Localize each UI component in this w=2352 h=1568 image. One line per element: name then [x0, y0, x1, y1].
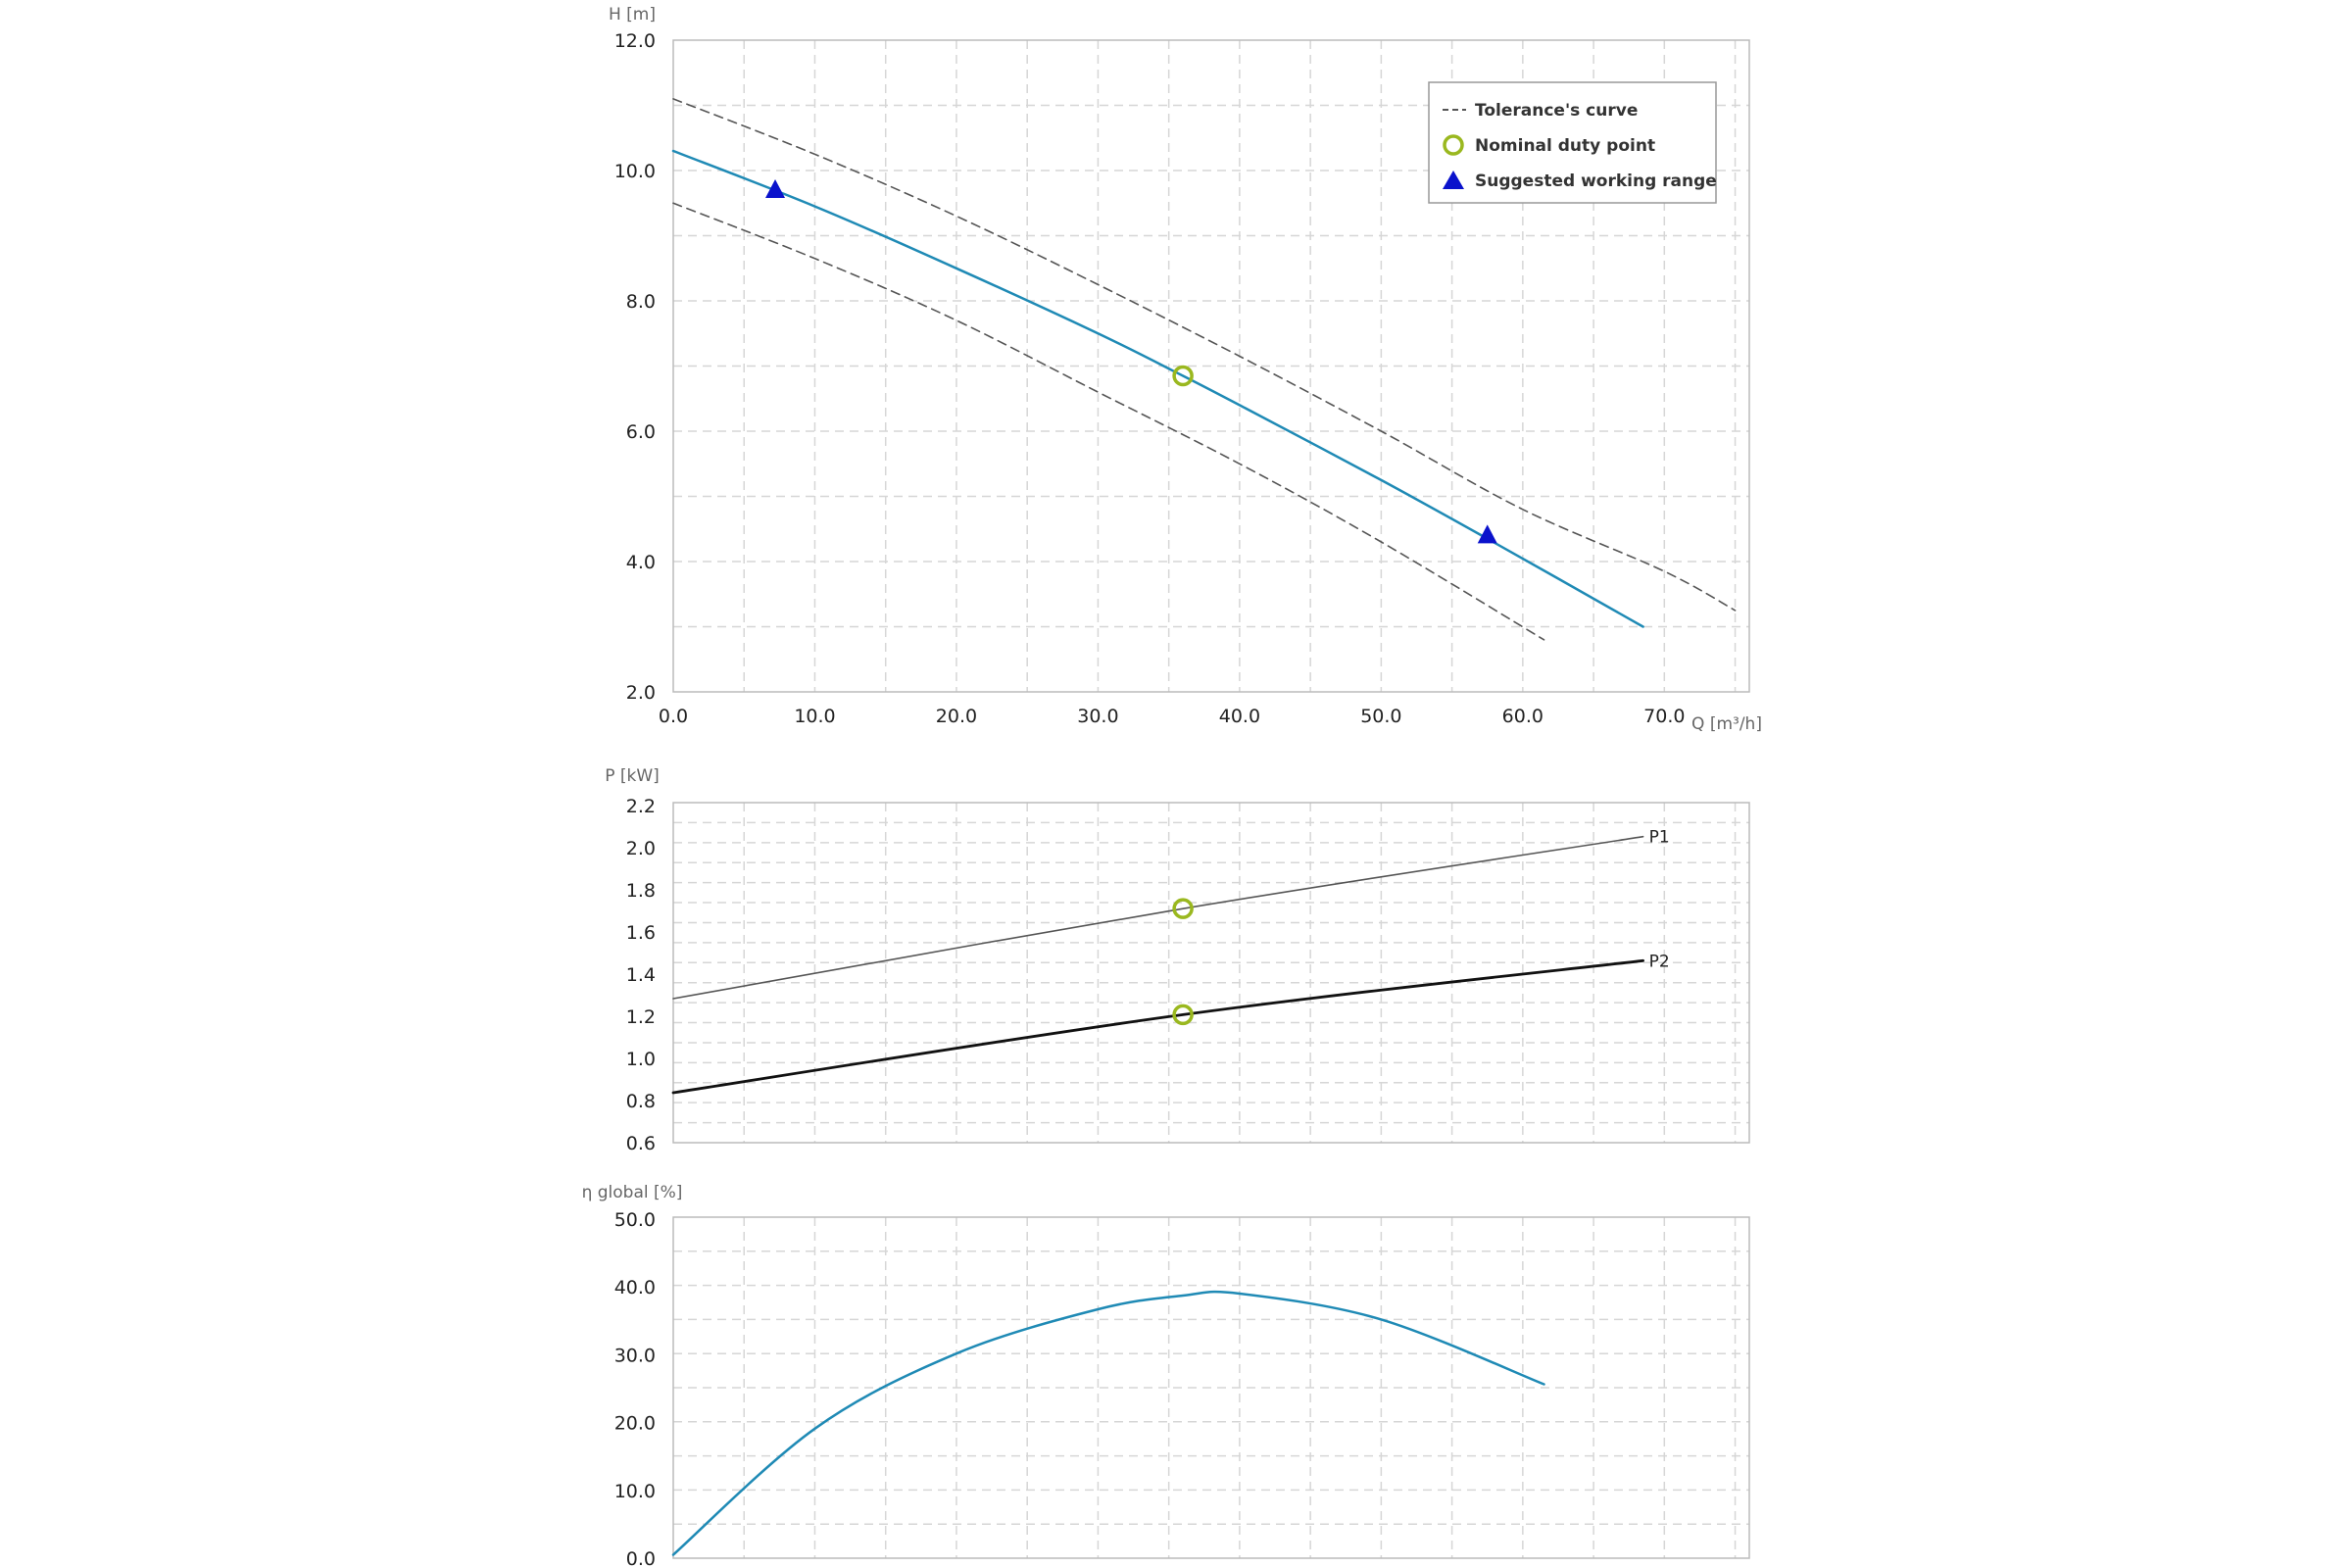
x-axis-title: Q [m³/h]	[1691, 714, 1762, 734]
series-label-p1: P1	[1649, 828, 1670, 848]
efficiency-curve	[671, 1290, 1545, 1556]
y-tick-label: 1.6	[626, 922, 656, 944]
y-axis-title: H [m]	[609, 5, 656, 24]
y-tick-label: 6.0	[626, 421, 656, 443]
text-layer: 2.0 4.0 6.0 8.0 10.0 12.0 0.0 10.0 20.0 30.0 40.0 5…	[582, 5, 1762, 1568]
y-tick-label: 1.8	[626, 880, 656, 902]
tolerance-curve-upper	[672, 98, 1737, 612]
y-tick-label: 40.0	[614, 1277, 656, 1298]
plot-frame	[672, 1216, 1750, 1559]
x-tick-label: 10.0	[794, 706, 835, 727]
legend-item-tolerance: Tolerance's curve	[1443, 101, 1638, 121]
y-axis-title: P [kW]	[605, 766, 660, 786]
y-tick-label: 30.0	[614, 1345, 656, 1366]
y-tick-label: 8.0	[626, 291, 656, 313]
legend-item-working-range: Suggested working range	[1443, 171, 1717, 191]
series-label-p2: P2	[1649, 952, 1670, 971]
y-axis-title: η global [%]	[582, 1183, 683, 1202]
duty-point-marker	[1172, 365, 1194, 387]
x-tick-label: 70.0	[1643, 706, 1685, 727]
grid-layer	[672, 39, 1750, 1559]
y-tick-label: 1.4	[626, 964, 656, 986]
y-tick-label: 10.0	[614, 1481, 656, 1502]
legend: Tolerance's curve Nominal duty point Sug…	[1428, 81, 1717, 204]
x-tick-label: 50.0	[1360, 706, 1401, 727]
y-tick-label: 0.6	[626, 1133, 656, 1154]
legend-item-duty-point: Nominal duty point	[1443, 134, 1655, 156]
duty-point-marker	[1172, 1004, 1194, 1026]
y-tick-label: 2.2	[626, 796, 656, 817]
y-tick-label: 10.0	[614, 161, 656, 182]
legend-box	[1428, 81, 1717, 204]
tolerance-curve-lower	[672, 202, 1545, 641]
legend-triangle-icon	[1443, 171, 1464, 189]
head-curve	[671, 149, 1644, 628]
working-range-marker	[1477, 524, 1497, 544]
y-tick-label: 0.8	[626, 1091, 656, 1112]
legend-label-working-range: Suggested working range	[1475, 172, 1717, 191]
legend-label-duty-point: Nominal duty point	[1475, 136, 1655, 156]
series-layer	[671, 98, 1737, 1556]
y-tick-label: 1.2	[626, 1006, 656, 1028]
y-tick-label: 20.0	[614, 1413, 656, 1435]
y-tick-label: 0.0	[626, 1548, 656, 1568]
x-tick-label: 40.0	[1219, 706, 1260, 727]
y-tick-label: 50.0	[614, 1209, 656, 1231]
y-tick-label: 4.0	[626, 552, 656, 573]
y-tick-label: 12.0	[614, 30, 656, 52]
power-curve-p1	[672, 835, 1644, 1000]
working-range-marker	[765, 178, 786, 198]
duty-point-marker	[1172, 898, 1194, 919]
power-curve-p2	[671, 958, 1644, 1095]
y-tick-label: 1.0	[626, 1049, 656, 1070]
plot-frame	[672, 39, 1750, 693]
x-tick-label: 60.0	[1502, 706, 1544, 727]
y-tick-label: 2.0	[626, 838, 656, 859]
x-tick-label: 0.0	[659, 706, 688, 727]
x-tick-label: 20.0	[936, 706, 977, 727]
x-tick-label: 30.0	[1077, 706, 1118, 727]
y-tick-label: 2.0	[626, 682, 656, 704]
legend-label-tolerance: Tolerance's curve	[1475, 101, 1638, 121]
legend-circle-icon	[1443, 134, 1464, 156]
plot-frame	[672, 802, 1750, 1144]
